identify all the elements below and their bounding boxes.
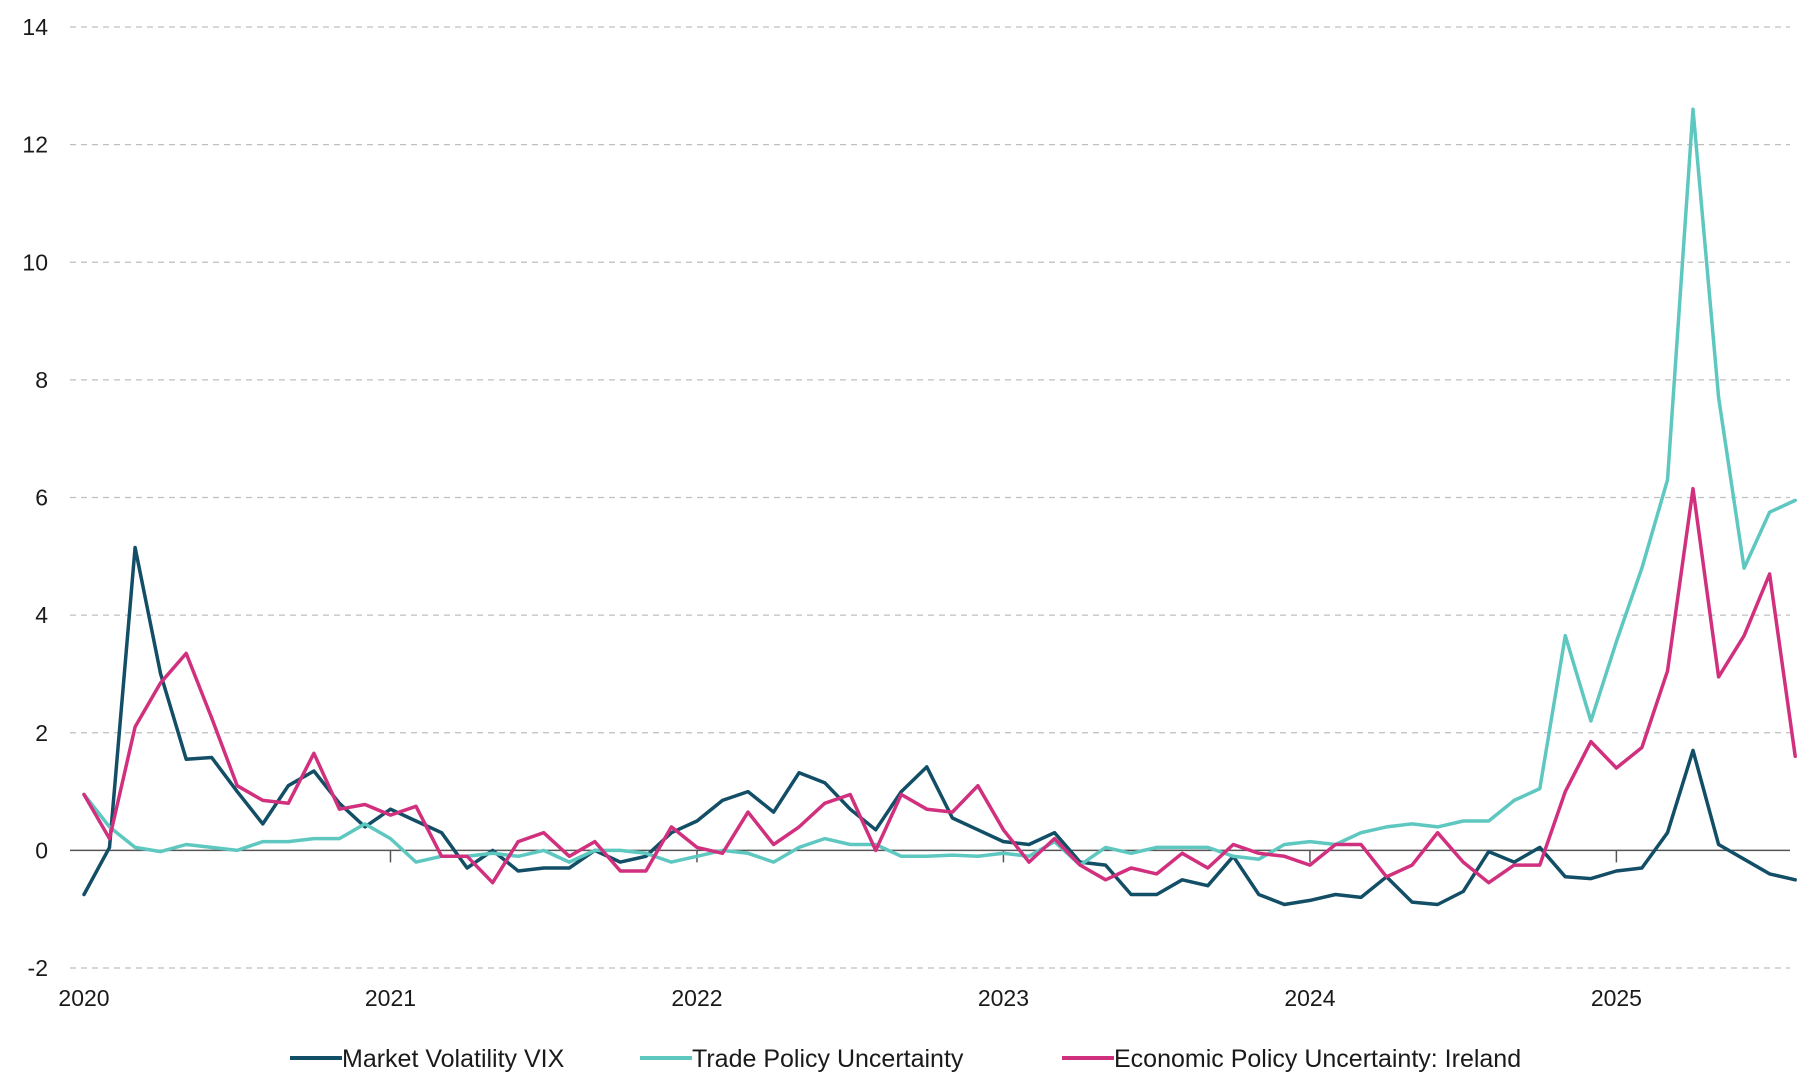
- legend-label: Economic Policy Uncertainty: Ireland: [1114, 1045, 1521, 1073]
- y-tick-label: 14: [22, 14, 48, 40]
- legend-label: Market Volatility VIX: [342, 1045, 565, 1073]
- x-tick-label: 2025: [1591, 985, 1642, 1011]
- x-tick-label: 2023: [978, 985, 1029, 1011]
- x-tick-label: 2022: [671, 985, 722, 1011]
- series-line-1: [82, 545, 1797, 907]
- y-tick-label: 0: [35, 837, 48, 863]
- x-tick-label: 2024: [1284, 985, 1335, 1011]
- x-tick-label: 2020: [58, 985, 109, 1011]
- gridlines: [70, 26, 1790, 969]
- x-tick-label: 2021: [365, 985, 416, 1011]
- y-tick-label: -2: [28, 955, 48, 981]
- y-tick-label: 12: [22, 132, 48, 158]
- y-axis-tick-labels: -2 0 2 4 6 8 10 12 14: [22, 14, 48, 981]
- x-axis-tick-labels: 2020 2021 2022 2023 2024 2025: [58, 850, 1642, 1011]
- legend-label: Trade Policy Uncertainty: [692, 1045, 964, 1073]
- y-tick-label: 4: [35, 602, 48, 628]
- legend: Market Volatility VIX Trade Policy Uncert…: [290, 1045, 1521, 1073]
- series-lines: [82, 107, 1797, 907]
- series-line-2: [82, 107, 1797, 867]
- y-tick-label: 6: [35, 485, 48, 511]
- y-tick-label: 10: [22, 249, 48, 275]
- y-tick-label: 8: [35, 367, 48, 393]
- y-tick-label: 2: [35, 720, 48, 746]
- series-line-3: [82, 486, 1797, 885]
